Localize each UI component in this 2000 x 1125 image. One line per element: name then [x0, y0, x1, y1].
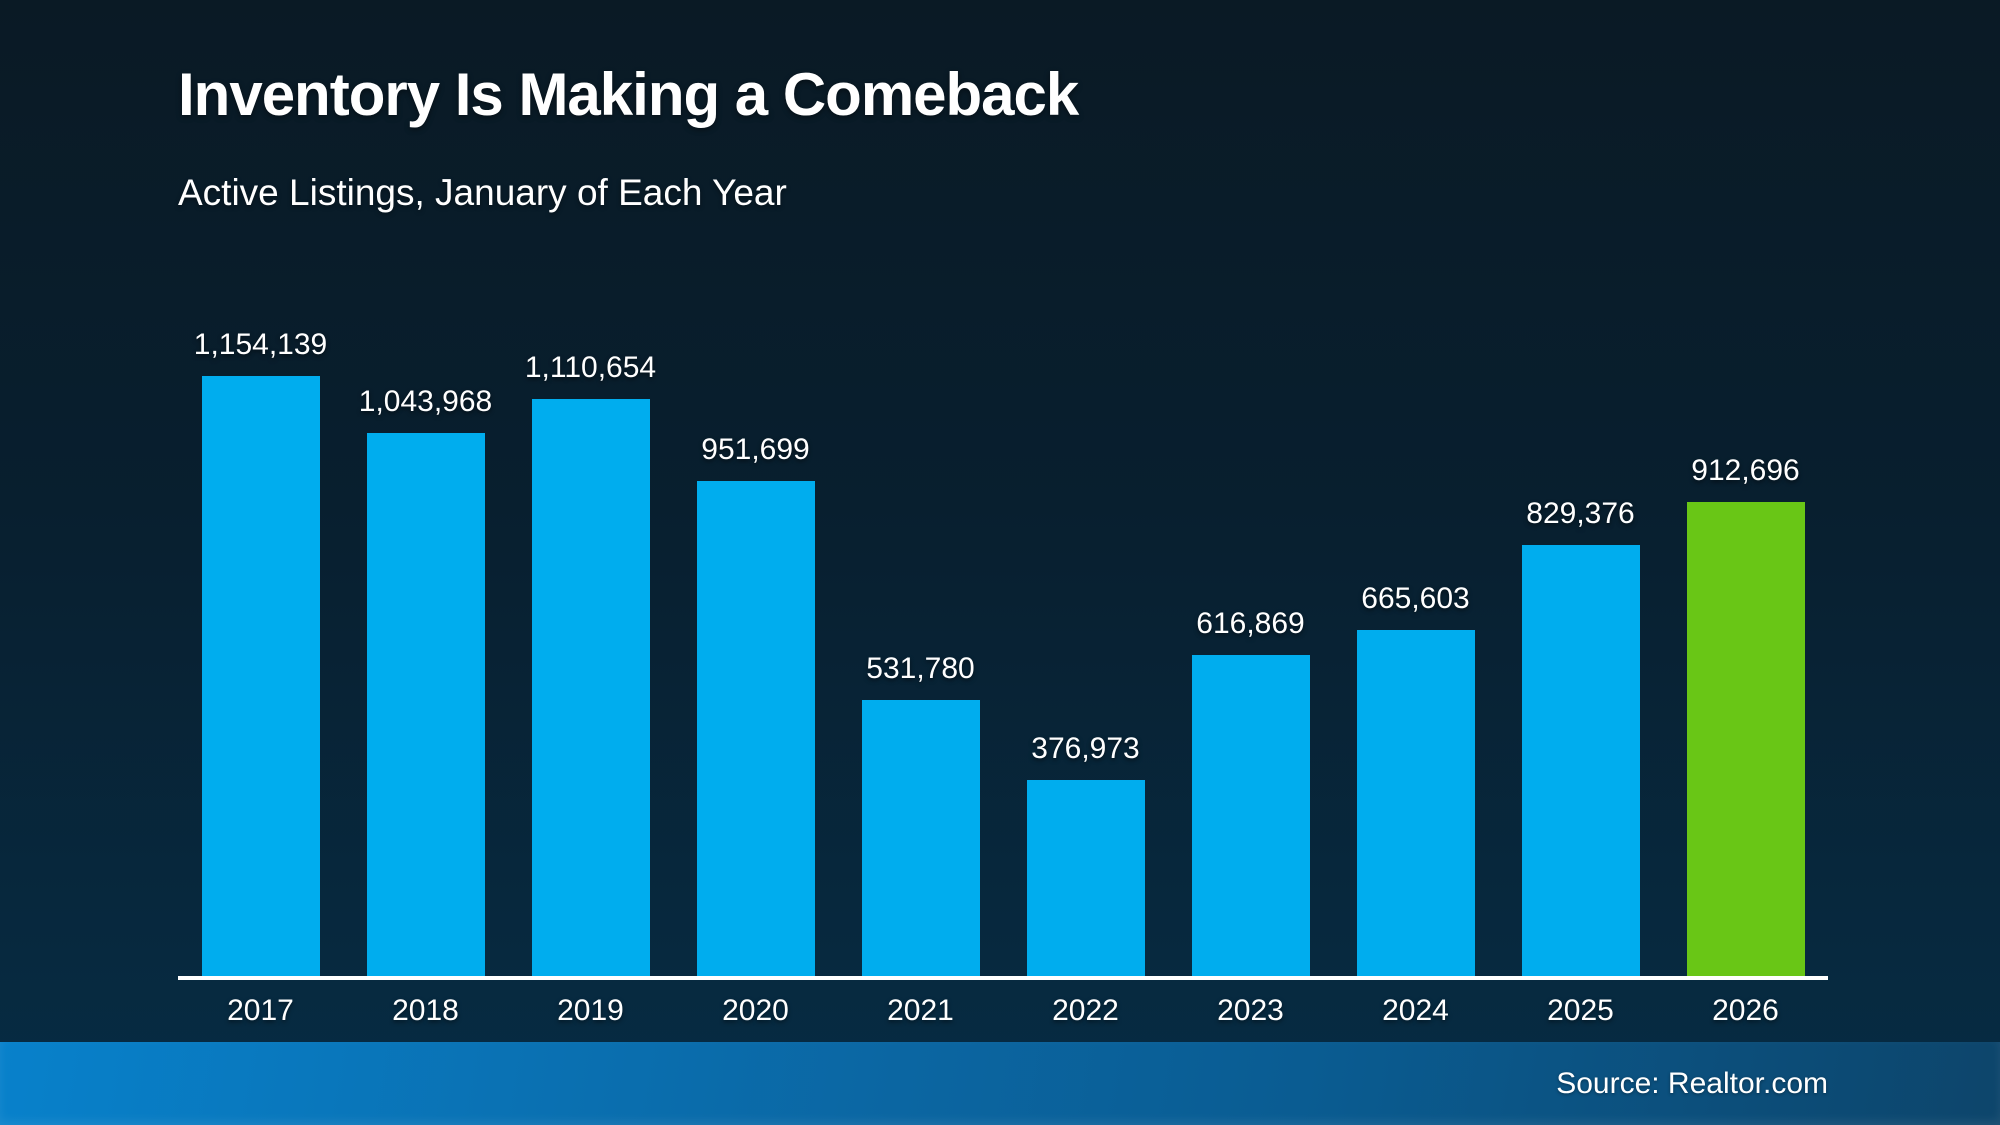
chart-title: Inventory Is Making a Comeback	[178, 61, 1079, 128]
bar-value-label: 376,973	[1031, 732, 1140, 765]
bar-value-label: 1,154,139	[193, 328, 328, 361]
bar-2021	[861, 700, 980, 976]
bar-group-2018: 1,043,968	[343, 387, 508, 976]
bar-group-2023: 616,869	[1168, 609, 1333, 976]
bar-group-2026: 912,696	[1663, 456, 1828, 976]
bar-2024	[1356, 630, 1475, 976]
bar-group-2025: 829,376	[1498, 499, 1663, 976]
x-axis-label-2020: 2020	[722, 994, 789, 1027]
x-axis-labels: 2017 2018 2019 2020 2021 2022 2023 2024 2025 2026	[178, 994, 1828, 1028]
bar-2018	[366, 433, 485, 976]
x-axis-label-2026: 2026	[1712, 994, 1779, 1027]
bar-value-label: 829,376	[1526, 497, 1635, 530]
x-axis-label-2023: 2023	[1217, 994, 1284, 1027]
bar-2017	[201, 376, 320, 976]
bar-value-label: 665,603	[1361, 582, 1470, 615]
source-text: Source: Realtor.com	[1556, 1066, 1828, 1100]
x-axis-label-2025: 2025	[1547, 994, 1614, 1027]
bar-group-2019: 1,110,654	[508, 353, 673, 976]
bar-2022	[1026, 780, 1145, 976]
x-axis-label-2024: 2024	[1382, 994, 1449, 1027]
x-axis-line	[178, 976, 1828, 980]
bar-value-label: 951,699	[701, 433, 810, 466]
bar-group-2020: 951,699	[673, 435, 838, 976]
x-axis-label-2017: 2017	[227, 994, 294, 1027]
bar-group-2024: 665,603	[1333, 584, 1498, 976]
bar-value-label: 1,043,968	[358, 385, 493, 418]
bar-group-2022: 376,973	[1003, 734, 1168, 976]
bar-value-label: 1,110,654	[524, 351, 657, 384]
bar-2025	[1521, 545, 1640, 976]
bar-group-2017: 1,154,139	[178, 330, 343, 976]
x-axis-label-2018: 2018	[392, 994, 459, 1027]
bar-2020	[696, 481, 815, 976]
bar-chart: 1,154,139 1,043,968 1,110,654 951,699 531,78…	[178, 311, 1828, 980]
bar-value-label: 912,696	[1691, 454, 1800, 487]
bar-value-label: 616,869	[1196, 607, 1305, 640]
bar-value-label: 531,780	[866, 652, 975, 685]
bar-2023	[1191, 655, 1310, 976]
bar-2026	[1686, 502, 1805, 976]
x-axis-label-2019: 2019	[557, 994, 624, 1027]
bar-2019	[531, 399, 650, 976]
x-axis-label-2021: 2021	[887, 994, 954, 1027]
bar-group-2021: 531,780	[838, 654, 1003, 976]
chart-subtitle: Active Listings, January of Each Year	[178, 172, 787, 213]
x-axis-label-2022: 2022	[1052, 994, 1119, 1027]
bars-container: 1,154,139 1,043,968 1,110,654 951,699 531,78…	[178, 311, 1828, 976]
footer-band: Source: Realtor.com	[0, 1042, 2000, 1125]
